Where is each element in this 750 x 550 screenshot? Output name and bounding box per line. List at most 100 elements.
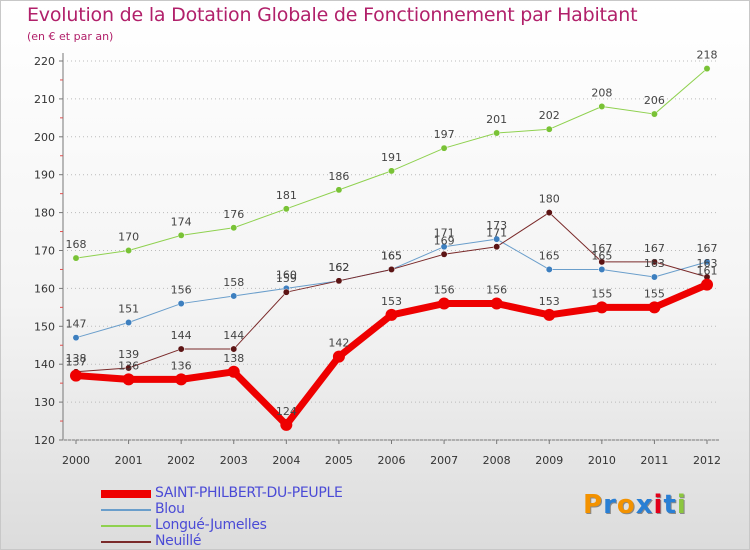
data-label: 138 [223,352,244,365]
data-label: 167 [591,242,612,255]
x-tick-label: 2001 [115,454,143,467]
x-tick-label: 2010 [588,454,616,467]
data-label: 168 [66,238,87,251]
data-label: 155 [591,287,612,300]
data-point [493,235,501,243]
data-point [493,243,501,251]
x-tick-label: 2008 [483,454,511,467]
data-label: 165 [381,249,402,262]
legend-swatch [101,490,151,498]
data-point [595,301,608,314]
x-ticks: 2000 2001 2002 2003 2004 2005 2006 2007 2008 2009… [62,440,721,467]
y-ticks: 120 130 140 150 160 170 180 190 200 210 220 [34,55,55,447]
y-tick-label: 180 [34,207,55,220]
y-tick-label: 130 [34,396,55,409]
data-label: 181 [276,189,297,202]
data-label: 171 [434,227,455,240]
proxiti-logo: Proxiti [583,490,687,520]
y-tick-label: 190 [34,169,55,182]
series-group [70,65,713,431]
data-label: 171 [486,227,507,240]
data-point [598,266,606,273]
data-label: 173 [486,219,507,232]
data-label: 144 [223,329,244,342]
data-point [543,308,556,321]
data-point [440,250,448,258]
data-point [125,364,133,372]
data-point [703,258,711,266]
data-point [545,209,553,217]
legend-swatch [101,525,151,527]
legend-swatch [101,509,151,511]
data-label: 165 [381,249,402,262]
data-label: 139 [118,348,139,361]
chart-title: Evolution de la Dotation Globale de Fonc… [27,4,638,26]
x-tick-label: 2000 [62,454,90,467]
data-label: 163 [644,257,665,270]
data-label: 208 [591,86,612,99]
data-point [230,292,238,300]
y-tick-label: 220 [34,55,55,68]
x-tick-label: 2005 [325,454,353,467]
x-tick-label: 2006 [378,454,406,467]
data-label: 136 [118,359,139,372]
data-label: 165 [591,249,612,262]
data-point [598,258,606,266]
data-label: 158 [223,276,244,289]
data-label: 156 [434,284,455,297]
data-point [227,365,240,378]
data-label: 144 [171,329,192,342]
data-point [332,350,345,363]
data-point [72,254,80,262]
data-point [648,301,661,314]
data-label: 155 [644,287,665,300]
data-label: 156 [171,284,192,297]
data-point [122,373,135,386]
data-point [493,129,501,137]
data-point [177,345,185,353]
data-point [650,273,658,281]
legend-label: SAINT-PHILBERT-DU-PEUPLE [155,485,343,501]
data-label: 191 [381,151,402,164]
data-label: 161 [697,265,718,278]
y-tick-label: 170 [34,245,55,258]
data-point [650,258,658,266]
data-label: 170 [118,231,139,244]
data-point [282,288,290,296]
data-point [490,297,503,310]
data-point [72,334,80,342]
data-label: 169 [434,234,455,247]
data-label: 163 [697,257,718,270]
x-tick-label: 2011 [640,454,668,467]
data-label: 206 [644,94,665,107]
data-point [230,224,238,232]
data-label: 159 [276,272,297,285]
data-point [125,247,133,254]
x-tick-label: 2007 [430,454,458,467]
data-label: 137 [66,356,87,369]
data-point [175,373,188,386]
chart-subtitle: (en € et par an) [27,30,114,43]
data-label: 176 [223,208,244,221]
data-point [177,231,185,239]
data-label: 136 [171,359,192,372]
data-label: 160 [276,268,297,281]
data-labels: 168 170 174 176 181 186 191 197 201 202 208 206 218 1… [66,49,718,418]
data-point [438,297,451,310]
data-point [282,205,290,213]
data-point [650,110,658,118]
data-point [335,186,343,194]
legend-label: Longué-Jumelles [155,517,267,533]
data-label: 153 [381,295,402,308]
data-point [385,308,398,321]
data-label: 142 [328,337,349,350]
data-point [125,319,133,326]
x-tick-label: 2012 [693,454,721,467]
x-tick-label: 2009 [535,454,563,467]
data-label: 124 [276,405,297,418]
x-tick-label: 2004 [272,454,300,467]
data-label: 167 [644,242,665,255]
data-point [280,418,293,431]
data-point [545,266,553,273]
